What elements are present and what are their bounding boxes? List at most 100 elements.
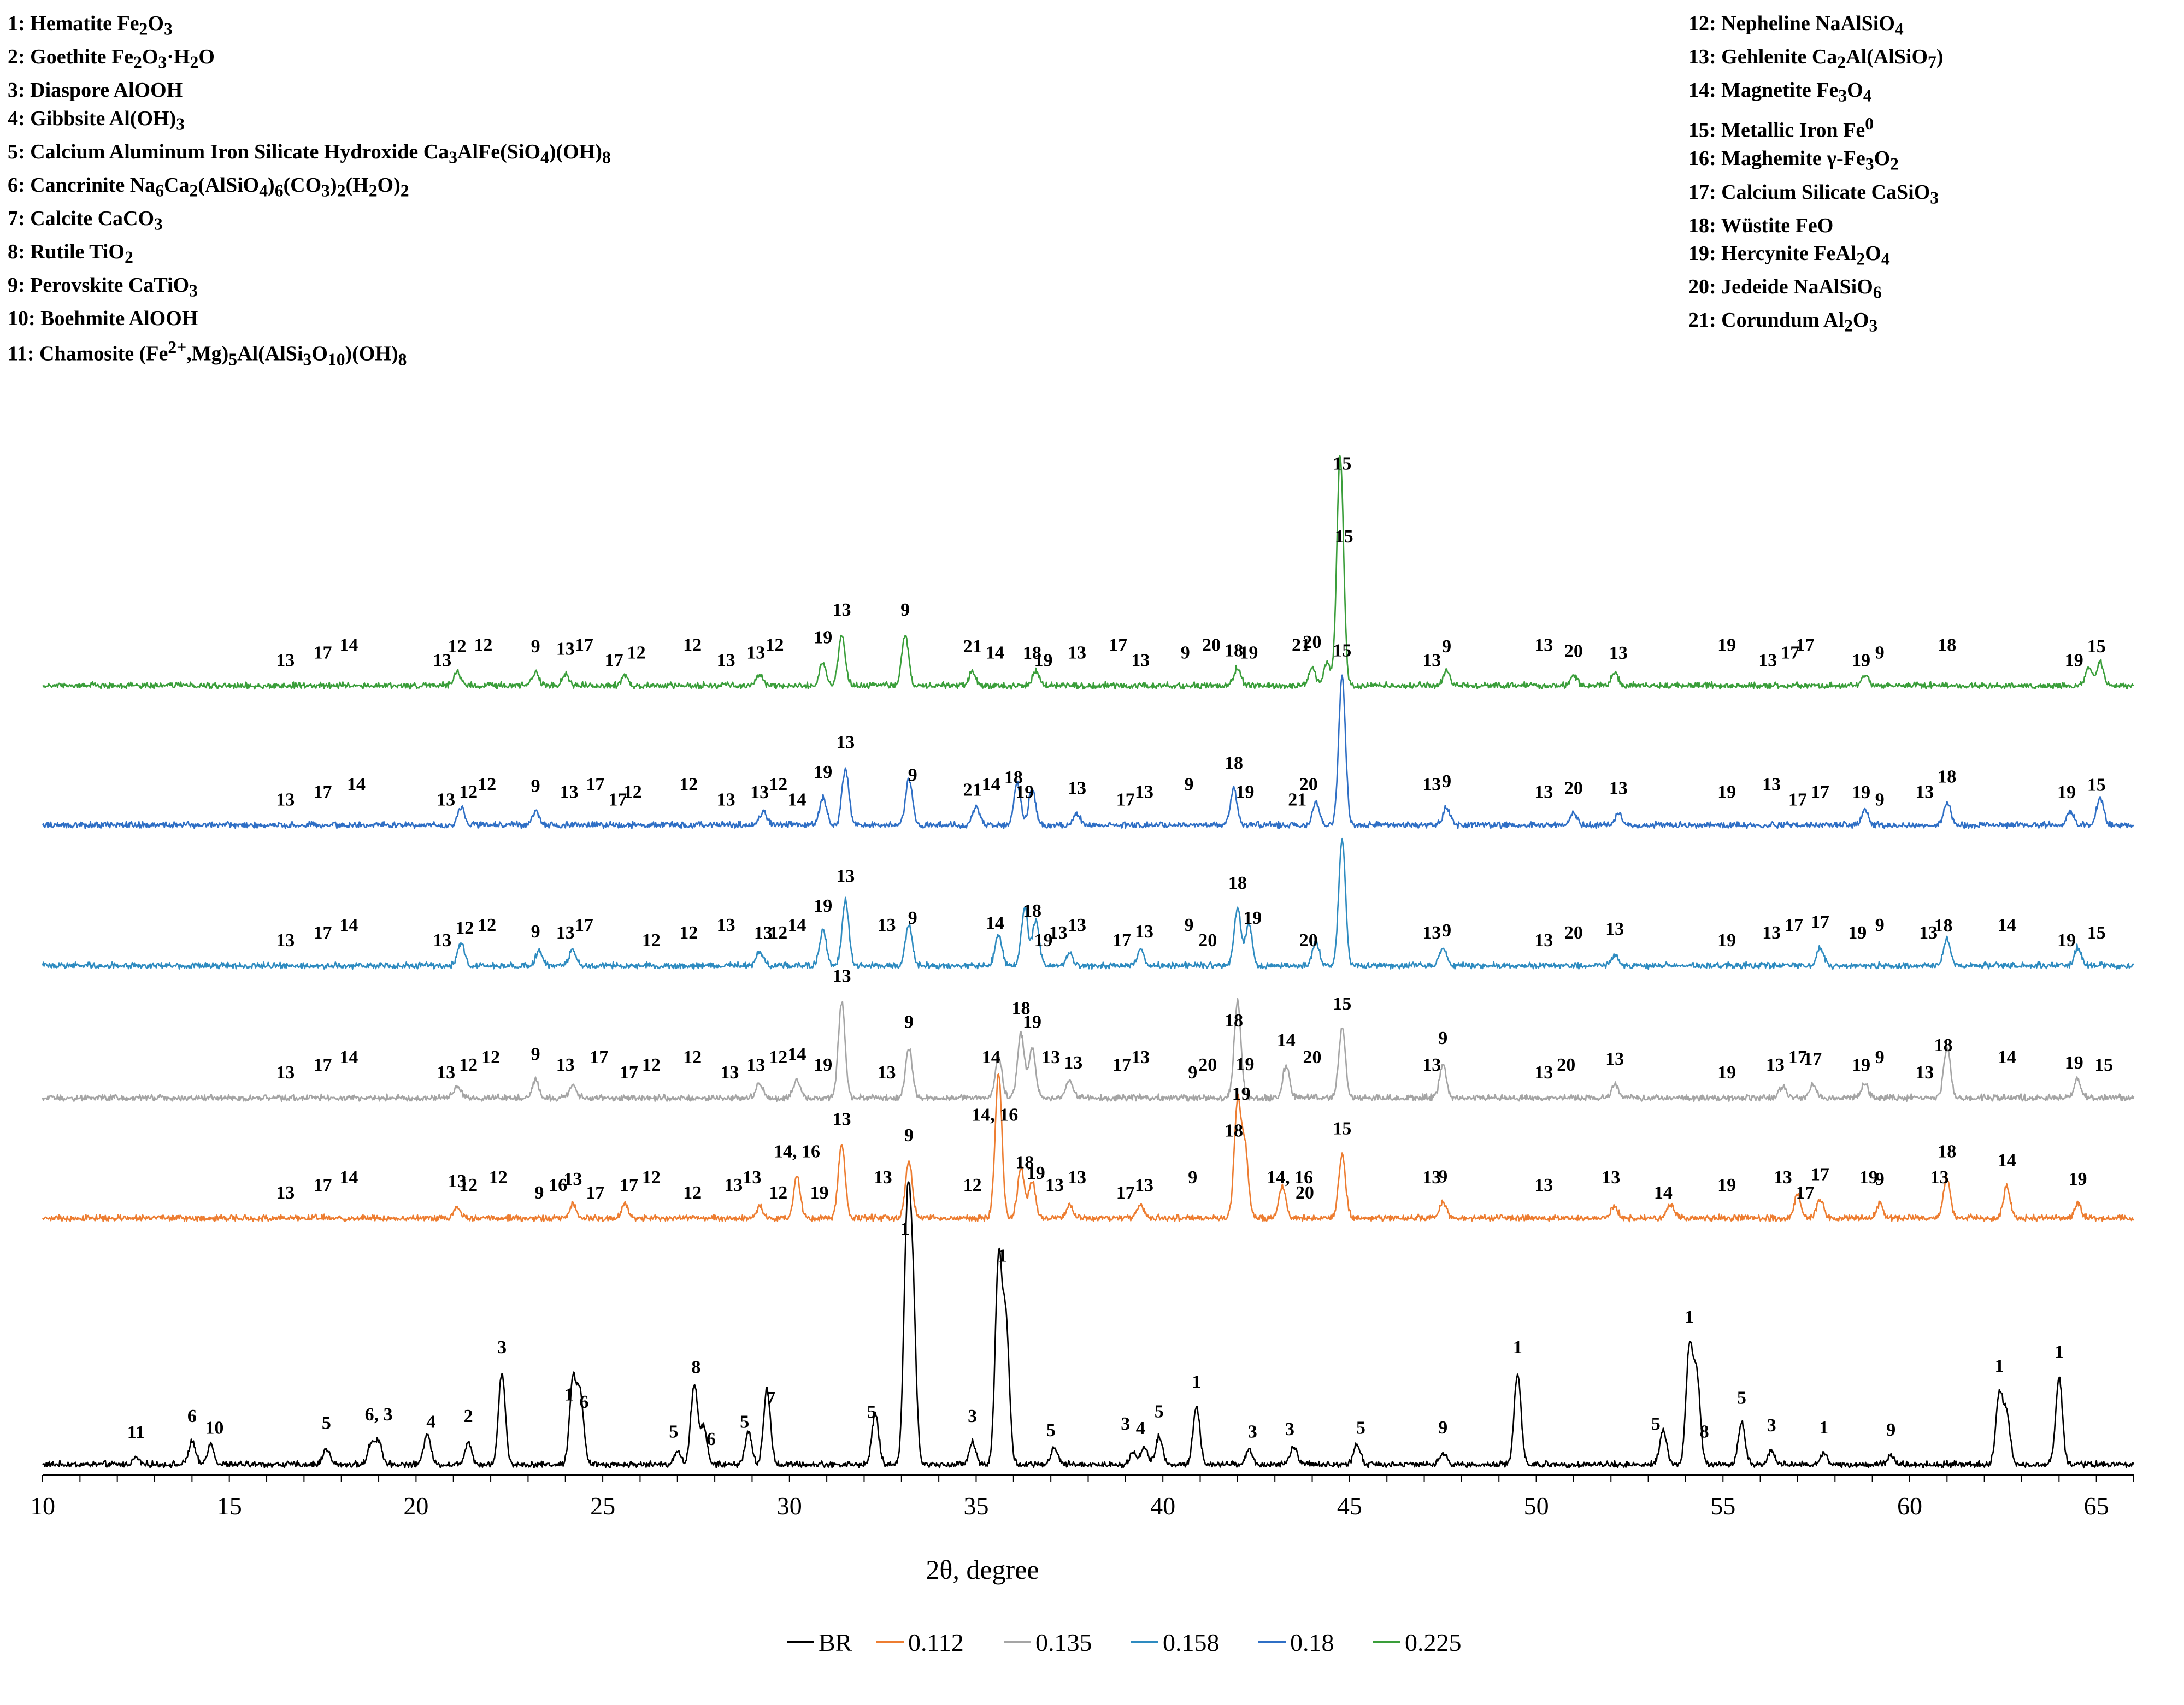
peak-label: 17: [586, 775, 604, 795]
peak-label: 9: [1442, 636, 1451, 657]
peak-label: 14: [1998, 915, 2016, 935]
phase-entry-12: 12: Nepheline NaAlSiO4: [1688, 12, 1904, 39]
peak-label: 17: [575, 915, 593, 935]
peak-label: 18: [1934, 916, 1953, 936]
peak-label: 5: [1155, 1402, 1164, 1422]
peak-label: 12: [679, 923, 698, 943]
legend-label-0.112: 0.112: [908, 1629, 964, 1656]
peak-label: 9: [1438, 1167, 1447, 1187]
x-tick-label: 60: [1897, 1492, 1922, 1520]
peak-label: 20: [1557, 1055, 1575, 1075]
peak-label: 13: [437, 1063, 455, 1083]
peak-label: 14: [339, 635, 358, 655]
peak-label: 19: [1015, 782, 1034, 803]
peak-label: 19: [1236, 1054, 1255, 1075]
series-line-BR: [42, 1181, 2135, 1469]
peak-label: 19: [1852, 650, 1870, 670]
peak-label: 9: [1438, 1418, 1447, 1438]
peak-label: 13: [563, 1169, 582, 1189]
peak-label: 17: [1116, 1183, 1135, 1203]
peak-label: 13: [433, 650, 451, 670]
peak-label: 13: [276, 1063, 295, 1083]
peak-label: 1: [1819, 1418, 1828, 1438]
peak-label: 12: [623, 782, 642, 803]
peak-label: 17: [1785, 915, 1803, 935]
phase-legend-right: 12: Nepheline NaAlSiO4 13: Gehlenite Ca2A…: [1688, 10, 1944, 340]
peak-label: 18: [1023, 901, 1041, 921]
peak-label: 13: [560, 782, 579, 803]
peak-label: 5: [740, 1412, 749, 1432]
peak-label: 19: [1034, 650, 1053, 670]
peak-label: 13: [1422, 923, 1441, 943]
peak-label: 9: [1886, 1420, 1895, 1440]
peak-label: 5: [669, 1421, 678, 1442]
peak-label: 6: [579, 1392, 588, 1412]
legend-label-0.158: 0.158: [1163, 1629, 1220, 1656]
peak-label: 19: [1852, 1055, 1870, 1075]
peak-label: 6: [707, 1429, 716, 1449]
peak-label: 13: [276, 930, 295, 951]
peak-label: 13: [1135, 782, 1153, 803]
peak-label: 13: [276, 650, 295, 670]
peak-label: 13: [1041, 1047, 1060, 1067]
peak-label: 18: [1225, 640, 1243, 660]
peak-label: 9: [904, 1125, 914, 1146]
peak-label: 12: [478, 915, 496, 935]
peak-label: 17: [1811, 912, 1829, 932]
peak-label: 9: [531, 636, 540, 657]
peak-label: 14: [339, 915, 358, 935]
peak-label: 13: [1758, 650, 1777, 670]
peak-label: 13: [1068, 778, 1086, 799]
peak-label: 12: [769, 1183, 787, 1203]
peak-label: 14: [1998, 1151, 2016, 1171]
phase-legend-left: 1: Hematite Fe2O3 2: Goethite Fe2O3·H2O 3:…: [8, 10, 611, 374]
peak-label: 12: [683, 635, 702, 655]
peak-label: 9: [1442, 771, 1451, 792]
peak-label: 15: [2094, 1055, 2113, 1075]
phase-entry-17: 17: Calcium Silicate CaSiO3: [1688, 180, 1939, 208]
peak-label: 12: [481, 1047, 500, 1067]
peak-label: 17: [605, 650, 623, 670]
x-tick-label: 55: [1710, 1492, 1735, 1520]
peak-label: 14: [339, 1167, 358, 1188]
peak-label: 19: [814, 896, 832, 916]
peak-label: 1: [2055, 1342, 2064, 1362]
peak-label: 18: [1225, 1011, 1243, 1031]
peak-label: 17: [1796, 1183, 1815, 1203]
peak-label: 19: [1232, 1084, 1251, 1104]
peak-label: 13: [754, 923, 773, 943]
peak-label: 14: [339, 1047, 358, 1067]
peak-label: 12: [489, 1167, 508, 1188]
peak-label: 20: [1198, 1055, 1217, 1075]
peak-label: 21: [1292, 635, 1310, 655]
phase-entry-1: 1: Hematite Fe2O3: [8, 12, 173, 39]
peak-label: 12: [766, 635, 784, 655]
peak-label: 9: [904, 1012, 914, 1033]
peak-label: 9: [1875, 642, 1885, 663]
peak-label: 12: [769, 1047, 787, 1067]
legend-label-BR: BR: [819, 1629, 852, 1656]
peak-label: 3: [1767, 1415, 1776, 1436]
peak-label: 20: [1564, 641, 1583, 662]
peak-label: 13: [1422, 650, 1441, 670]
peak-label: 17: [620, 1063, 638, 1083]
peak-label: 13: [746, 1055, 765, 1075]
x-tick-label: 10: [30, 1492, 55, 1520]
peak-label: 21: [963, 780, 982, 800]
peak-label: 19: [1023, 1012, 1041, 1033]
peak-label: 13: [556, 1055, 575, 1075]
peak-label: 13: [1930, 1167, 1949, 1188]
peak-label: 14: [986, 642, 1004, 663]
peak-label: 12: [769, 775, 787, 795]
peak-label: 3: [1285, 1419, 1294, 1439]
peak-label: 12: [459, 1055, 478, 1075]
peak-label: 13: [833, 966, 851, 987]
peak-label: 17: [314, 782, 332, 803]
peak-label: 17: [1112, 930, 1131, 951]
peak-label: 13: [878, 1063, 896, 1083]
peak-label: 15: [1333, 454, 1351, 474]
peak-label: 1: [1995, 1356, 2004, 1376]
peak-label: 9: [531, 922, 540, 942]
peak-label: 13: [836, 733, 855, 753]
peak-label: 15: [2087, 636, 2106, 657]
